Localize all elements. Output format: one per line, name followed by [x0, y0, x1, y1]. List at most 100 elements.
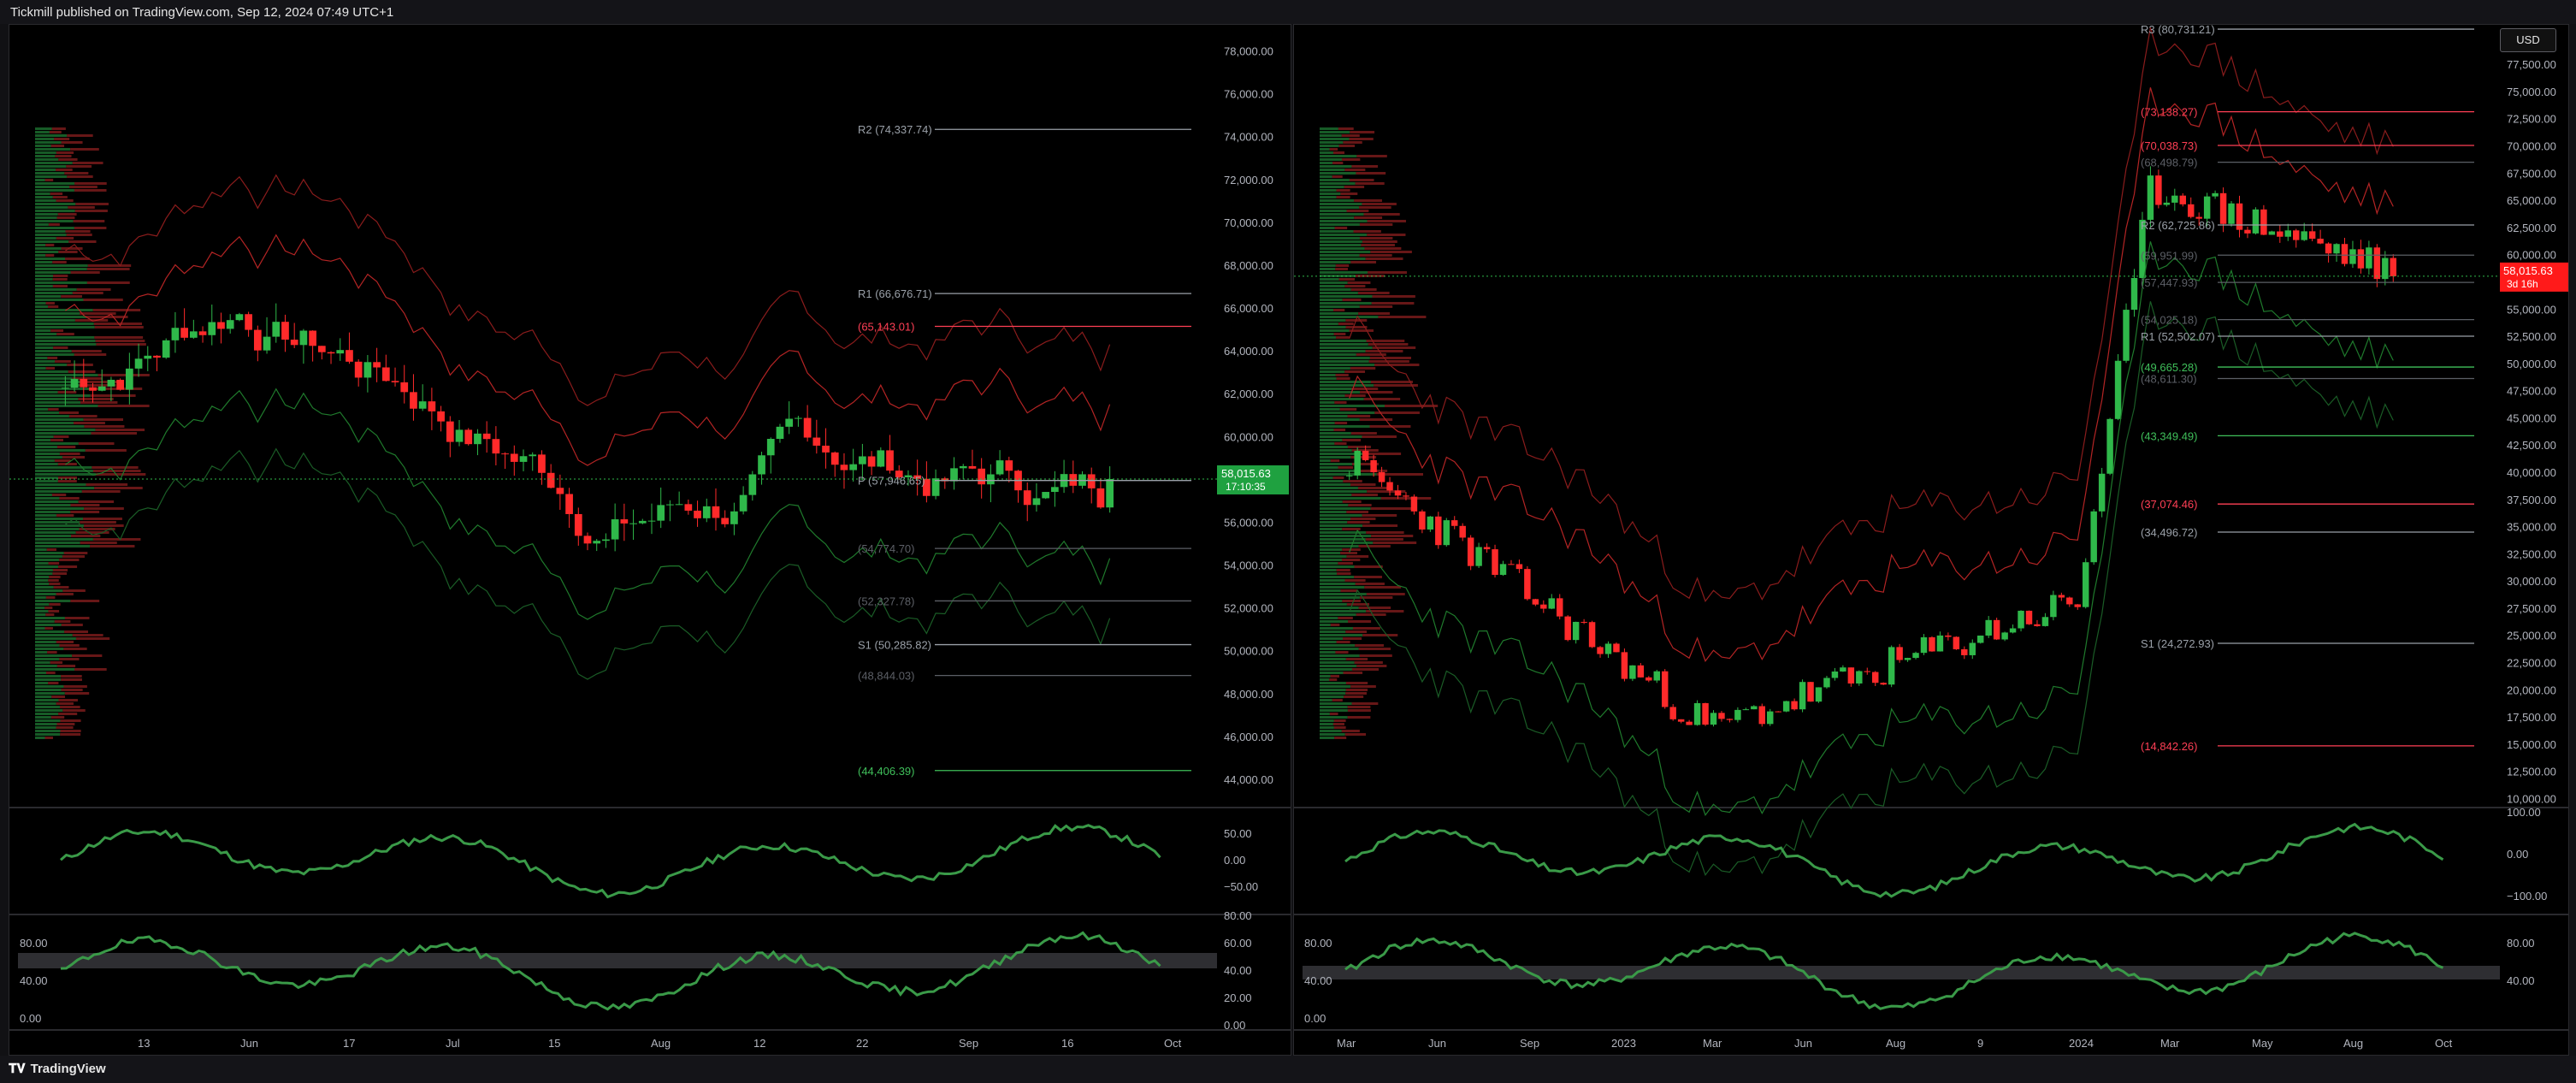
stochastic-band: [1303, 966, 2500, 979]
volume-profile-bar: [1320, 466, 1338, 469]
volume-profile-bar: [35, 641, 56, 643]
volume-profile-bar: [74, 668, 107, 671]
volume-profile-bar: [1358, 312, 1390, 315]
volume-profile-bar: [1359, 237, 1393, 240]
volume-profile-bar: [1366, 340, 1405, 342]
volume-profile-bar: [35, 179, 45, 181]
volume-profile-bar: [35, 210, 75, 212]
volume-profile-bar: [1320, 141, 1344, 144]
volume-profile-bar: [1359, 596, 1393, 599]
volume-profile-bar: [66, 234, 92, 236]
volume-profile-bar: [1320, 326, 1346, 328]
bollinger-band-lower: [1349, 241, 2394, 816]
volume-profile-bar: [1320, 518, 1351, 520]
candle-body: [840, 465, 848, 470]
candle-body: [410, 392, 417, 409]
volume-profile-bar: [1335, 651, 1349, 654]
right-chart-pane[interactable]: 77,500.00 75,000.00 72,500.00 70,000.00 67,5…: [1293, 24, 2569, 1056]
candle-body: [895, 470, 903, 477]
volume-profile-bar: [1320, 589, 1341, 592]
volume-profile-bar: [58, 158, 78, 161]
volume-profile-bar: [1320, 617, 1338, 619]
volume-profile-bar: [62, 709, 86, 712]
volume-profile-bar: [1343, 672, 1363, 674]
volume-profile-bar: [1368, 343, 1409, 346]
volume-profile-bar: [1320, 350, 1366, 352]
left-chart-canvas[interactable]: 78,000.00 76,000.00 74,000.00 72,000.00 70,0…: [9, 25, 1291, 1055]
volume-profile-bar: [1320, 196, 1337, 198]
left-chart-pane[interactable]: 78,000.00 76,000.00 74,000.00 72,000.00 70,0…: [9, 24, 1291, 1056]
volume-profile-bar: [35, 514, 56, 517]
tradingview-logo[interactable]: 𝐓𝐕 TradingView: [9, 1062, 106, 1076]
current-price-badge: [1217, 465, 1289, 494]
volume-profile-bar: [1358, 545, 1391, 547]
volume-profile-bar: [35, 401, 81, 404]
volume-profile-bar: [59, 497, 80, 500]
volume-profile-bar: [1351, 702, 1379, 705]
candle-body: [721, 518, 730, 524]
candle-body: [1847, 667, 1855, 684]
price-axis-label: 68,000.00: [1224, 259, 1273, 272]
pivot-level-label: (70,038.73): [2141, 139, 2198, 152]
volume-profile-bar: [1320, 415, 1348, 417]
volume-profile-bar: [67, 175, 93, 178]
volume-profile-bar: [1320, 661, 1355, 664]
volume-profile-bar: [1320, 695, 1344, 698]
candle-body: [822, 445, 830, 453]
volume-profile-bar: [1320, 278, 1339, 281]
volume-profile-bar: [1359, 254, 1392, 257]
currency-button[interactable]: USD: [2500, 28, 2556, 52]
volume-profile-bar: [1320, 165, 1352, 168]
price-axis-label: 12,500.00: [2507, 766, 2556, 778]
stochastic-axis-label: 80.00: [1224, 909, 1252, 922]
candle-body: [867, 456, 876, 467]
volume-profile-bar: [63, 552, 88, 554]
pivot-level-label: (68,498.79): [2141, 157, 2198, 169]
volume-profile-bar: [1334, 737, 1347, 739]
volume-profile-bar: [35, 675, 62, 678]
candle-body: [1532, 599, 1539, 605]
volume-profile-bar: [35, 254, 46, 257]
volume-profile-bar: [35, 336, 95, 339]
volume-profile-bar: [35, 695, 52, 698]
volume-profile-bar: [35, 196, 53, 198]
candle-body: [1069, 474, 1078, 486]
volume-profile-bar: [1366, 531, 1404, 534]
volume-profile-bar: [68, 415, 97, 417]
volume-profile-bar: [94, 326, 144, 328]
volume-profile-bar: [1351, 463, 1380, 465]
stochastic-axis-label: 40.00: [1224, 964, 1252, 977]
candle-body: [153, 355, 161, 358]
volume-profile-bar: [35, 220, 74, 222]
price-axis-label: 60,000.00: [2507, 249, 2556, 262]
current-price-value: 58,015.63: [1221, 467, 1271, 480]
volume-profile-bar: [35, 518, 84, 520]
candle-body: [1508, 564, 1515, 565]
volume-profile-bar: [1343, 637, 1362, 640]
candle-body: [1653, 671, 1660, 681]
volume-profile-bar: [1320, 220, 1368, 222]
candle-body: [2041, 617, 2049, 626]
candle-body: [611, 519, 619, 540]
volume-profile-bar: [97, 405, 150, 407]
volume-profile-bar: [59, 411, 80, 414]
volume-profile-bar: [1330, 675, 1339, 678]
right-chart-canvas[interactable]: 77,500.00 75,000.00 72,500.00 70,000.00 67,5…: [1294, 25, 2568, 1055]
candle-body: [2058, 595, 2065, 598]
candle-body: [877, 450, 885, 467]
volume-profile-bar: [1320, 370, 1345, 373]
price-axis-label: 48,000.00: [1224, 688, 1273, 701]
candle-body: [1051, 487, 1059, 493]
volume-profile-bar: [1357, 292, 1390, 294]
volume-profile-bar: [1354, 565, 1383, 568]
volume-profile-bar: [35, 456, 62, 459]
volume-profile-bar: [35, 189, 74, 192]
price-axis-label: 60,000.00: [1224, 430, 1273, 443]
volume-profile-bar: [74, 353, 107, 356]
volume-profile-bar: [1350, 131, 1375, 133]
volume-profile-bar: [1320, 565, 1355, 568]
candle-body: [1961, 648, 1968, 655]
volume-profile-bar: [1369, 357, 1411, 359]
volume-profile-bar: [1329, 678, 1338, 681]
volume-profile-bar: [35, 299, 84, 301]
